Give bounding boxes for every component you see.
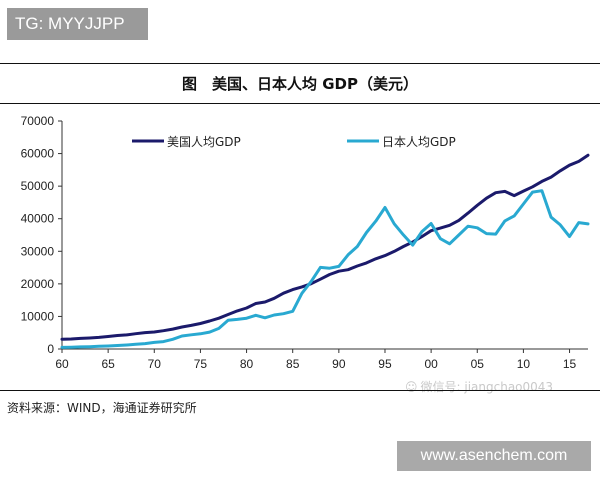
y-tick-label: 60000: [21, 147, 55, 161]
series-line-japan: [60, 189, 590, 349]
series-line-us: [60, 153, 590, 341]
y-tick-label: 30000: [21, 244, 55, 258]
y-tick-label: 0: [47, 342, 54, 356]
x-tick-label: 70: [148, 357, 162, 371]
wechat-icon: ☺: [405, 380, 418, 394]
x-tick-label: 65: [101, 357, 115, 371]
y-tick-label: 50000: [21, 179, 55, 193]
chart-title: 图 美国、日本人均 GDP（美元）: [182, 75, 418, 93]
x-tick-label: 80: [240, 357, 254, 371]
x-tick-label: 60: [55, 357, 69, 371]
y-tick-label: 40000: [21, 212, 55, 226]
x-tick-label: 00: [424, 357, 438, 371]
wechat-watermark: ☺ 微信号: jiangchao0043: [405, 378, 553, 395]
x-tick-label: 85: [286, 357, 300, 371]
wechat-id: 微信号: jiangchao0043: [420, 380, 554, 394]
x-tick-label: 75: [194, 357, 208, 371]
y-tick-label: 10000: [21, 309, 55, 323]
title-rule-bottom: [0, 103, 600, 104]
gdp-line-chart: 0 10000 20000 30000 40000 50000 60000 70000 60 65…: [21, 114, 590, 371]
x-tick-label: 10: [517, 357, 531, 371]
site-watermark: www.asenchem.com: [397, 441, 591, 471]
title-rule-top: [0, 63, 600, 64]
x-tick-label: 90: [332, 357, 346, 371]
y-tick-label: 20000: [21, 277, 55, 291]
watermark-badge: TG: MYYJJPP: [7, 8, 148, 40]
source-note: 资料来源：WIND，海通证券研究所: [7, 401, 197, 415]
legend-label-us: 美国人均GDP: [167, 135, 241, 149]
source-rule: [0, 390, 600, 391]
legend-label-japan: 日本人均GDP: [382, 135, 456, 149]
x-tick-label: 15: [563, 357, 577, 371]
x-tick-label: 05: [471, 357, 485, 371]
y-tick-label: 70000: [21, 114, 55, 128]
x-tick-label: 95: [378, 357, 392, 371]
